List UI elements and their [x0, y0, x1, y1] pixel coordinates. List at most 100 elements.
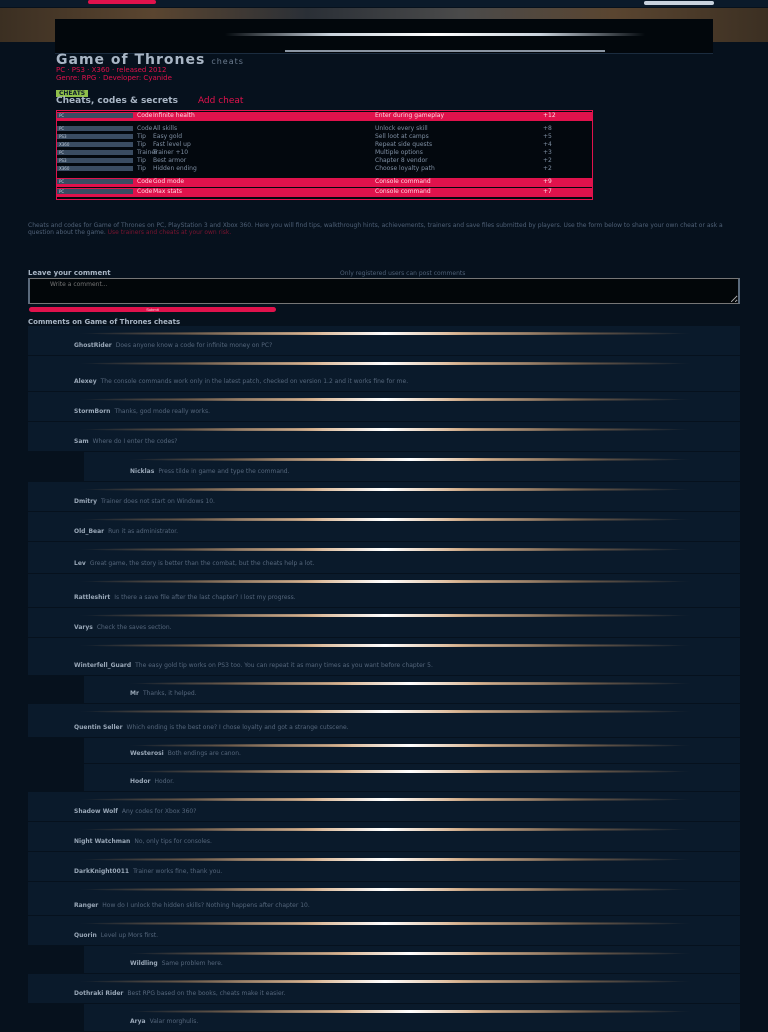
cheat-type: Trainer [137, 149, 158, 156]
cheat-votes: +9 [543, 178, 552, 185]
cheat-row[interactable]: PC Trainer +10 Multiple options +3 Trainer [57, 149, 592, 157]
cheat-votes: +2 [543, 157, 552, 164]
comment-textarea[interactable] [28, 278, 740, 304]
comment-author[interactable]: Nicklas [130, 468, 155, 475]
comment-text: Both endings are canon. [167, 750, 241, 757]
comment-author[interactable]: Mr [130, 690, 139, 697]
comment-author[interactable]: Quorin [74, 932, 97, 939]
comment-divider [78, 828, 692, 831]
comment-text: Trainer works fine, thank you. [133, 868, 223, 875]
comment-item: Varys Check the saves section. [28, 608, 740, 638]
comment-body: Lev Great game, the story is better than … [74, 560, 684, 567]
comment-divider [78, 332, 692, 335]
cheat-row[interactable]: PC God mode Console command +9 Code [57, 178, 592, 187]
comment-text: Where do I enter the codes? [92, 438, 178, 445]
comment-author[interactable]: Dmitry [74, 498, 98, 505]
cheat-effect: Console command [375, 178, 431, 185]
comment-author[interactable]: Dothraki Rider [74, 990, 124, 997]
comment-item: StormBorn Thanks, god mode really works. [28, 392, 740, 422]
cheat-platform: PC [57, 189, 133, 194]
comment-text: Thanks, it helped. [142, 690, 197, 697]
cheat-row[interactable]: PC Infinite health Enter during gameplay +1… [57, 112, 592, 121]
comment-body: Mr Thanks, it helped. [130, 690, 684, 697]
comment-author[interactable]: Arya [130, 1018, 146, 1025]
comment-item: Lev Great game, the story is better than … [28, 542, 740, 574]
comment-author[interactable]: Alexey [74, 378, 97, 385]
comment-item: GhostRider Does anyone know a code for in… [28, 326, 740, 356]
submit-comment-button[interactable]: Submit [29, 307, 276, 312]
comment-author[interactable]: Lev [74, 560, 86, 567]
comment-author[interactable]: StormBorn [74, 408, 111, 415]
game-meta-line: PC · PS3 · X360 · released 2012 [56, 66, 167, 74]
cheat-platform: X360 [57, 166, 133, 171]
comment-author[interactable]: Old_Bear [74, 528, 105, 535]
comment-divider [128, 770, 692, 773]
comment-author[interactable]: Shadow Wolf [74, 808, 118, 815]
comment-item: Alexey The console commands work only in … [28, 356, 740, 392]
comment-author[interactable]: Quentin Seller [74, 724, 123, 731]
section-badge: CHEATS [56, 90, 89, 97]
comment-item: Shadow Wolf Any codes for Xbox 360? [28, 792, 740, 822]
add-cheat-link[interactable]: Add cheat [197, 96, 244, 106]
comment-text: Does anyone know a code for infinite mon… [115, 342, 273, 349]
comment-author[interactable]: DarkKnight0011 [74, 868, 130, 875]
cheat-row[interactable]: PC Max stats Console command +7 Code [57, 188, 592, 197]
comment-body: Shadow Wolf Any codes for Xbox 360? [74, 808, 684, 815]
comment-reply: Westerosi Both endings are canon. [84, 738, 740, 764]
comment-body: Old_Bear Run it as administrator. [74, 528, 684, 535]
banner-logo-streak [225, 33, 645, 36]
cheat-row[interactable]: PC All skills Unlock every skill +8 Code [57, 125, 592, 133]
comment-divider [78, 518, 692, 521]
comment-author[interactable]: GhostRider [74, 342, 112, 349]
cheat-name: Best armor [153, 157, 187, 164]
top-navbar: PRO Log in [0, 0, 768, 7]
cheat-effect: Chapter 8 vendor [375, 157, 428, 164]
comment-divider [78, 580, 692, 583]
comment-body: Winterfell_Guard The easy gold tip works … [74, 662, 684, 669]
cheat-name: Fast level up [153, 141, 191, 148]
comment-text: Run it as administrator. [108, 528, 179, 535]
description-warning: Use trainers and cheats at your own risk… [107, 229, 232, 236]
cheat-platform: PS3 [57, 158, 133, 163]
cheat-effect: Console command [375, 188, 431, 195]
comment-author[interactable]: Wildling [130, 960, 158, 967]
comment-divider [78, 858, 692, 861]
comment-text: The console commands work only in the la… [100, 378, 409, 385]
comment-body: Nicklas Press tilde in game and type the … [130, 468, 684, 475]
comment-author[interactable]: Winterfell_Guard [74, 662, 132, 669]
cheat-row[interactable]: X360 Hidden ending Choose loyalty path +2 Ti… [57, 165, 592, 173]
cheat-effect: Unlock every skill [375, 125, 428, 132]
cheat-votes: +7 [543, 188, 552, 195]
cheat-row[interactable]: X360 Fast level up Repeat side quests +4 Tip [57, 141, 592, 149]
cheat-type: Code [137, 188, 153, 195]
comment-text: How do I unlock the hidden skills? Nothi… [102, 902, 310, 909]
comment-divider [78, 614, 692, 617]
comment-author[interactable]: Westerosi [130, 750, 164, 757]
comment-text: Is there a save file after the last chap… [114, 594, 296, 601]
site-logo[interactable]: PRO [88, 0, 156, 4]
page-title: Game of Thrones cheats [56, 52, 244, 68]
comment-body: Dothraki Rider Best RPG based on the book… [74, 990, 684, 997]
comment-author[interactable]: Hodor [130, 778, 151, 785]
comment-author[interactable]: Rattleshirt [74, 594, 111, 601]
cheat-votes: +4 [543, 141, 552, 148]
comment-text: No, only tips for consoles. [134, 838, 212, 845]
comment-reply: Arya Valar morghulis. [84, 1004, 740, 1032]
comment-text: Level up Mors first. [100, 932, 159, 939]
cheat-votes: +3 [543, 149, 552, 156]
comments-heading: Comments on Game of Thrones cheats [28, 318, 181, 326]
comment-divider [78, 644, 692, 647]
login-button[interactable]: Log in [644, 1, 714, 5]
comment-text: Which ending is the best one? I chose lo… [126, 724, 349, 731]
comment-item: DarkKnight0011 Trainer works fine, thank … [28, 852, 740, 882]
comment-body: Westerosi Both endings are canon. [130, 750, 684, 757]
cheat-name: Hidden ending [153, 165, 197, 172]
cheat-row[interactable]: PS3 Easy gold Sell loot at camps +5 Tip [57, 133, 592, 141]
cheat-row[interactable]: PS3 Best armor Chapter 8 vendor +2 Tip [57, 157, 592, 165]
comment-author[interactable]: Night Watchman [74, 838, 131, 845]
comment-author[interactable]: Ranger [74, 902, 99, 909]
comment-author[interactable]: Varys [74, 624, 93, 631]
comment-author[interactable]: Sam [74, 438, 89, 445]
description-text: Cheats and codes for Game of Thrones on … [28, 222, 723, 236]
comment-divider [128, 1010, 692, 1013]
